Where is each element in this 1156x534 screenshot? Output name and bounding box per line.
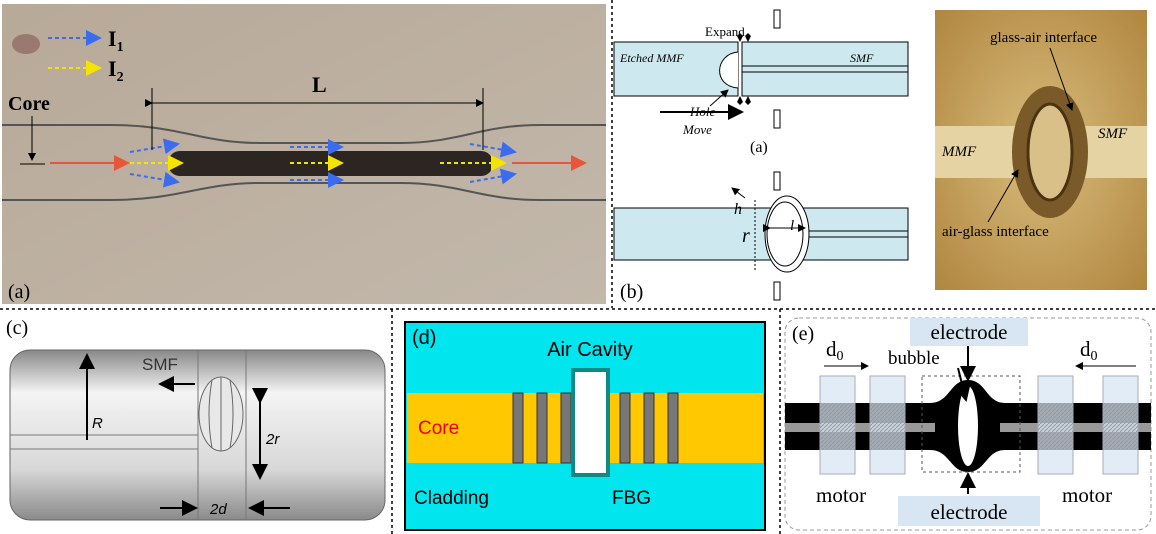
label: motor (816, 483, 866, 507)
label: l (790, 218, 794, 234)
panel-b: Expand Etched MMF SMF Hole Move (a) h r … (614, 10, 1147, 303)
panel-tag: (a) (8, 281, 30, 303)
grating (513, 393, 523, 463)
label: Move (682, 122, 712, 137)
pointer (732, 188, 745, 198)
grating (668, 393, 678, 463)
figure: I1 I2 Core L (a) Expand Etched MMF SMF H… (0, 0, 1156, 534)
bubble (765, 196, 809, 272)
panel-a: I1 I2 Core L (a) (2, 4, 606, 304)
label: Expand (705, 24, 745, 39)
smf (742, 42, 908, 96)
label: 2d (209, 501, 227, 518)
label: air-glass interface (942, 224, 1049, 240)
label: 2r (265, 431, 280, 448)
legend-base: I (108, 56, 117, 81)
label: r (742, 225, 750, 247)
label: glass-air interface (990, 30, 1097, 46)
label: electrode (931, 320, 1008, 344)
grating (620, 393, 630, 463)
label: bubble (888, 348, 940, 369)
panel-tag: (e) (792, 323, 814, 345)
panel-tag: (c) (6, 317, 28, 339)
electrode (774, 110, 780, 128)
grating (561, 393, 571, 463)
label: electrode (931, 500, 1008, 524)
electrode (774, 10, 780, 28)
label-sub: 0 (837, 349, 844, 364)
label: R (92, 415, 103, 432)
length-label: L (312, 72, 327, 97)
bubble (958, 386, 978, 466)
grating (537, 393, 547, 463)
label: h (734, 201, 742, 218)
legend-base: I (108, 26, 117, 51)
fiber-core (785, 423, 935, 432)
label-base: d (826, 337, 837, 361)
legend-sub: 1 (117, 40, 124, 55)
label: motor (1062, 483, 1112, 507)
bubble (168, 151, 493, 176)
label: Cladding (414, 488, 489, 509)
core-label: Core (8, 93, 50, 115)
panel-tag: (d) (412, 327, 436, 349)
electrode (774, 282, 780, 300)
clamp-hatch (820, 403, 855, 450)
label: Core (418, 418, 459, 439)
electrode (774, 172, 780, 190)
clamp-hatch (870, 403, 905, 450)
panel-d: (d) Air Cavity Core Cladding FBG (405, 322, 765, 530)
clamp-hatch (1038, 403, 1073, 450)
bubble-inner (1028, 104, 1072, 200)
label: FBG (612, 488, 651, 509)
label: SMF (142, 355, 178, 374)
sub-tag: (a) (750, 139, 768, 156)
air-cavity (573, 370, 608, 475)
label: SMF (850, 51, 874, 65)
legend-sub: 2 (117, 70, 124, 85)
mmf (614, 208, 908, 260)
panel-c: (c) SMF R 2r 2d (6, 317, 385, 520)
label-base: d (1080, 337, 1091, 361)
label: Etched MMF (619, 51, 684, 65)
label: MMF (941, 144, 977, 160)
label: SMF (1098, 126, 1128, 142)
label: Air Cavity (547, 339, 633, 361)
panel-e: electrode electrode bubble d0 d0 motor m… (785, 318, 1151, 530)
clamp-hatch (1103, 403, 1138, 450)
particle (12, 34, 40, 54)
label-sub: 0 (1091, 349, 1098, 364)
panel-tag: (b) (620, 281, 643, 303)
grating (644, 393, 654, 463)
